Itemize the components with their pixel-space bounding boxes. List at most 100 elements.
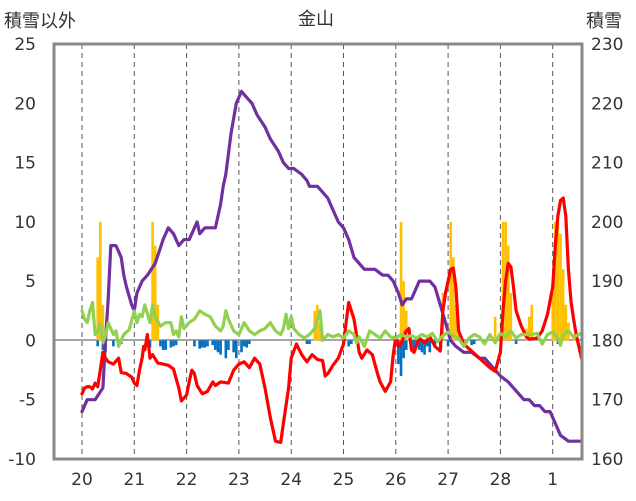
left-tick-label: 5 xyxy=(25,272,36,292)
bar-series-2-bar xyxy=(423,340,426,355)
left-tick-label: 0 xyxy=(25,331,36,351)
right-tick-label: 180 xyxy=(591,331,623,351)
x-tick-label: 1 xyxy=(547,470,558,490)
right-axis-title: 積雪 xyxy=(586,11,622,32)
bar-series-1-bar xyxy=(530,304,534,341)
bar-series-2-bar xyxy=(227,340,230,350)
bar-series-1-bar xyxy=(99,221,102,341)
bar-series-2-bar xyxy=(193,340,196,347)
bar-series-1-bar xyxy=(96,257,99,341)
bar-series-2-bar xyxy=(161,340,165,350)
bar-series-1-bar xyxy=(564,304,568,341)
right-tick-label: 210 xyxy=(591,154,623,174)
bar-series-1-bar xyxy=(509,293,513,341)
bar-series-2-bar xyxy=(245,340,249,348)
bar-series-2-bar xyxy=(234,340,238,359)
bar-series-2-bar xyxy=(101,340,105,350)
bar-series-2-bar xyxy=(159,340,162,347)
bar-series-2-bar xyxy=(219,340,222,355)
bar-series-2-bar xyxy=(232,340,235,353)
bar-series-2-bar xyxy=(412,340,416,353)
x-tick-label: 20 xyxy=(71,470,93,490)
bar-series-1-bar xyxy=(404,310,408,341)
left-tick-label: 10 xyxy=(14,213,36,233)
series-3-line xyxy=(80,300,584,348)
x-tick-label: 22 xyxy=(176,470,198,490)
bar-series-1-bar xyxy=(151,221,154,341)
bar-series-2-bar xyxy=(248,340,251,344)
bar-series-2-bar xyxy=(216,340,220,353)
bar-series-2-bar xyxy=(470,340,473,346)
left-axis-ticks: 25 20 15 10 5 0 -5 -10 xyxy=(8,35,36,470)
bar-series-2-bar xyxy=(397,340,400,365)
left-tick-label: -5 xyxy=(19,391,36,411)
x-tick-label: 28 xyxy=(490,470,512,490)
left-tick-label: 25 xyxy=(14,35,36,55)
bar-series-2-bar xyxy=(402,340,405,359)
series-2-line xyxy=(80,196,584,444)
bar-series-2-bar xyxy=(169,340,173,348)
bar-series-2-bar xyxy=(174,340,178,346)
x-tick-label: 27 xyxy=(437,470,459,490)
bar-series-2-bar xyxy=(112,340,115,347)
bar-series-2-bar xyxy=(172,340,175,347)
bar-series-2-bar xyxy=(446,340,450,347)
bar-series-2-bar xyxy=(200,340,204,348)
bar-series-2-bar xyxy=(425,340,429,347)
bar-series-2-bar xyxy=(198,340,201,349)
bar-series-1-bar xyxy=(554,221,557,341)
right-tick-label: 170 xyxy=(591,391,623,411)
left-tick-label: 15 xyxy=(14,154,36,174)
bar-series-1-bar xyxy=(501,221,505,341)
right-tick-label: 220 xyxy=(591,94,623,114)
bar-series-2-bar xyxy=(404,340,408,350)
right-tick-label: 160 xyxy=(591,450,623,470)
bar-series-2-bar xyxy=(214,340,217,350)
bar-series-2-bar xyxy=(224,340,228,359)
bar-series-2-bar xyxy=(242,340,246,347)
chart-title: 金山 xyxy=(298,9,334,30)
lines-group xyxy=(80,89,584,444)
bar-series-1-bar xyxy=(556,221,560,341)
x-tick-label: 24 xyxy=(280,470,302,490)
right-axis-ticks: 230 220 210 200 190 180 170 160 xyxy=(591,35,623,470)
bar-series-2-bar xyxy=(399,340,403,376)
bar-series-1-bar xyxy=(493,316,497,341)
bar-series-2-bar xyxy=(164,340,167,350)
bar-series-2-bar xyxy=(308,340,311,344)
bar-series-1-bar xyxy=(561,269,565,341)
x-axis-ticks: 20 21 22 23 24 25 26 27 28 1 xyxy=(71,470,558,490)
bar-series-1-bar xyxy=(101,304,105,341)
x-tick-label: 21 xyxy=(123,470,145,490)
right-tick-label: 190 xyxy=(591,272,623,292)
bar-series-2-bar xyxy=(472,340,476,344)
right-tick-label: 200 xyxy=(591,213,623,233)
bar-series-2-bar xyxy=(347,340,351,347)
x-tick-label: 26 xyxy=(385,470,407,490)
right-tick-label: 230 xyxy=(591,35,623,55)
bar-series-2-bar xyxy=(428,340,432,353)
bar-series-2-bar xyxy=(420,340,424,353)
bar-series-1-bar xyxy=(452,257,455,341)
bar-series-1-bar xyxy=(449,221,453,341)
bar-series-2-bar xyxy=(305,340,309,344)
bar-series-2-bar xyxy=(350,340,353,344)
bar-series-1-bar xyxy=(399,221,403,341)
bar-series-2-bar xyxy=(211,340,215,346)
bar-series-2-bar xyxy=(96,340,99,347)
bar-series-1-bar xyxy=(318,322,322,341)
series-1-line xyxy=(80,89,584,443)
left-axis-title: 積雪以外 xyxy=(4,11,76,32)
bar-series-2-bar xyxy=(206,340,209,347)
bar-series-2-bar xyxy=(514,340,518,344)
left-tick-label: 20 xyxy=(14,94,36,114)
left-tick-label: -10 xyxy=(8,450,36,470)
bar-series-1-bar xyxy=(402,281,405,341)
bar-series-1-bar xyxy=(506,245,510,341)
bar-series-2-bar xyxy=(240,340,243,353)
x-tick-label: 25 xyxy=(333,470,355,490)
bar-series-2-bar xyxy=(203,340,207,348)
bar-series-1-bar xyxy=(153,245,157,341)
bar-series-1-bar xyxy=(551,293,554,341)
